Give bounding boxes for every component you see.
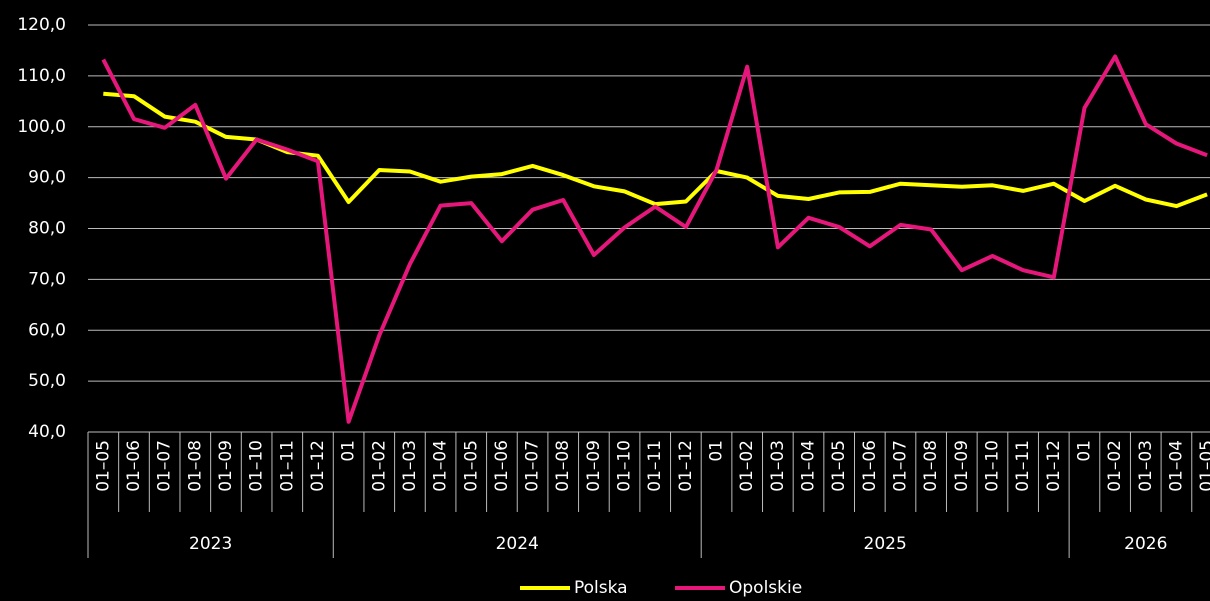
- group-label: 2025: [864, 534, 907, 554]
- y-tick-label: 40,0: [28, 422, 66, 442]
- x-tick-label: 01–06: [124, 440, 144, 492]
- y-tick-label: 110,0: [17, 66, 66, 86]
- x-tick-label: 01–12: [1044, 440, 1064, 492]
- x-tick-label: 01–06: [860, 440, 880, 492]
- x-tick-label: 01–08: [921, 440, 941, 492]
- group-label: 2024: [496, 534, 539, 554]
- y-tick-label: 70,0: [28, 269, 66, 289]
- x-tick-label: 01–05: [461, 440, 481, 492]
- y-tick-label: 120,0: [17, 15, 66, 35]
- x-tick-label: 01–06: [492, 440, 512, 492]
- x-tick-label: 01–05: [93, 440, 113, 492]
- series-line: [103, 91, 1208, 209]
- x-tick-label: 01–04: [799, 440, 819, 492]
- x-tick-label: 01–03: [400, 440, 420, 492]
- legend-label: Opolskie: [729, 578, 802, 598]
- x-tick-label: 01–04: [431, 440, 451, 492]
- x-tick-label: 01–07: [523, 440, 543, 492]
- x-tick-label: 01–10: [247, 440, 267, 492]
- x-tick-label: 01–03: [768, 440, 788, 492]
- x-tick-label: 01: [1074, 440, 1094, 462]
- series-line: [101, 54, 1208, 424]
- group-label: 2023: [189, 534, 232, 554]
- y-tick-label: 80,0: [28, 219, 66, 239]
- x-tick-label: 01–08: [553, 440, 573, 492]
- y-tick-label: 90,0: [28, 168, 66, 188]
- x-tick-label: 01–10: [615, 440, 635, 492]
- x-tick-label: 01–07: [890, 440, 910, 492]
- x-tick-label: 01–02: [737, 440, 757, 492]
- x-tick-label: 01–12: [676, 440, 696, 492]
- x-tick-label: 01–11: [645, 440, 665, 492]
- x-tick-label: 01–02: [1105, 440, 1125, 492]
- y-tick-label: 60,0: [28, 320, 66, 340]
- x-tick-label: 01–07: [155, 440, 175, 492]
- x-tick-label: 01: [339, 440, 359, 462]
- x-tick-label: 01–03: [1136, 440, 1156, 492]
- x-tick-label: 01–09: [216, 440, 236, 492]
- x-tick-label: 01–05: [1197, 440, 1210, 492]
- y-tick-label: 100,0: [17, 117, 66, 137]
- y-tick-label: 50,0: [28, 371, 66, 391]
- legend-label: Polska: [574, 578, 628, 598]
- x-tick-label: 01–09: [584, 440, 604, 492]
- group-label: 2026: [1124, 534, 1167, 554]
- x-tick-label: 01: [707, 440, 727, 462]
- x-tick-label: 01–02: [369, 440, 389, 492]
- x-tick-label: 01–04: [1166, 440, 1186, 492]
- x-tick-label: 01–05: [829, 440, 849, 492]
- x-tick-label: 01–11: [1013, 440, 1033, 492]
- x-tick-label: 01–12: [308, 440, 328, 492]
- x-tick-label: 01–10: [982, 440, 1002, 492]
- x-tick-label: 01–08: [185, 440, 205, 492]
- x-tick-label: 01–09: [952, 440, 972, 492]
- x-tick-label: 01–11: [277, 440, 297, 492]
